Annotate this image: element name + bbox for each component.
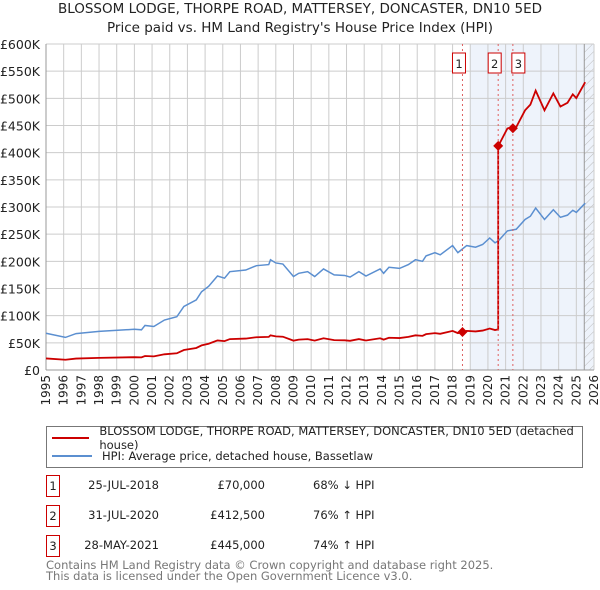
y-tick-label: £400K: [0, 146, 41, 161]
sale-hpi-diff: 76% ↑ HPI: [313, 508, 375, 522]
x-tick-label: 2015: [393, 375, 407, 406]
x-tick-label: 2002: [163, 375, 177, 406]
y-tick-label: £500K: [0, 91, 41, 106]
x-tick-label: 2000: [127, 375, 141, 406]
x-tick-label: 1996: [57, 375, 71, 406]
x-tick-label: 1997: [74, 375, 88, 406]
legend-label: HPI: Average price, detached house, Bass…: [102, 449, 374, 463]
x-tick-label: 2019: [463, 375, 477, 406]
x-tick-label: 2012: [340, 375, 354, 406]
x-tick-label: 2021: [499, 375, 513, 406]
legend-label: BLOSSOM LODGE, THORPE ROAD, MATTERSEY, D…: [99, 424, 574, 452]
x-tick-label: 2014: [375, 375, 389, 406]
sale-label-box: [487, 52, 502, 74]
legend-swatch-red: [52, 437, 90, 439]
x-tick-label: 2016: [410, 375, 424, 406]
sale-date: 25-JUL-2018: [88, 478, 159, 492]
sale-hpi-diff: 74% ↑ HPI: [313, 538, 375, 552]
sale-date: 31-JUL-2020: [88, 508, 159, 522]
y-tick-label: £250K: [0, 227, 41, 242]
sale-point: [507, 123, 518, 134]
plot-area: 1995 1996 1997 1998 1999 2000 2001 2002 2003 2004…: [0, 37, 600, 406]
y-tick-label: £600K: [0, 37, 41, 52]
y-tick-label: £350K: [0, 173, 41, 188]
sale-badge: 3: [46, 535, 60, 557]
x-tick-label: 2025: [569, 375, 583, 406]
sale-label: 1: [455, 57, 462, 71]
x-tick-label: 2017: [428, 375, 442, 406]
y-tick-label: £50K: [8, 336, 41, 351]
sale-label-box: [511, 52, 526, 74]
sale-label-box: [451, 52, 466, 74]
footer-copyright: Contains HM Land Registry data © Crown c…: [46, 558, 494, 572]
sale-row: 3 28-MAY-2021 £445,000 74% ↑ HPI: [0, 535, 600, 558]
x-tick-label: 2003: [180, 375, 194, 406]
x-tick-label: 2020: [481, 375, 495, 406]
sale-row: 1 25-JUL-2018 £70,000 68% ↓ HPI: [0, 475, 600, 498]
x-tick-label: 2026: [587, 375, 600, 406]
sale-price: £412,500: [210, 508, 265, 522]
x-tick-label: 2005: [216, 375, 230, 406]
x-tick-label: 2022: [516, 375, 530, 406]
legend-item-property: BLOSSOM LODGE, THORPE ROAD, MATTERSEY, D…: [52, 424, 582, 452]
x-tick-label: 2006: [233, 375, 247, 406]
y-tick-label: £150K: [0, 282, 41, 297]
sale-date: 28-MAY-2021: [84, 538, 159, 552]
sale-point: [493, 140, 504, 151]
x-tick-label: 1998: [92, 375, 106, 406]
sale-price: £445,000: [210, 538, 265, 552]
x-tick-label: 2010: [304, 375, 318, 406]
x-tick-label: 2018: [446, 375, 460, 406]
sale-label: 3: [515, 57, 522, 71]
x-tick-label: 2013: [357, 375, 371, 406]
chart-subtitle: Price paid vs. HM Land Registry's House …: [107, 20, 493, 36]
y-tick-label: £550K: [0, 64, 41, 79]
x-tick-label: 2007: [251, 375, 265, 406]
y-tick-label: £0: [24, 363, 40, 378]
y-tick-label: £200K: [0, 254, 41, 269]
sale-row: 2 31-JUL-2020 £412,500 76% ↑ HPI: [0, 505, 600, 528]
x-tick-label: 2004: [198, 375, 212, 406]
x-tick-label: 2023: [534, 375, 548, 406]
x-tick-label: 2024: [552, 375, 566, 406]
sale-hpi-diff: 68% ↓ HPI: [313, 478, 375, 492]
legend: BLOSSOM LODGE, THORPE ROAD, MATTERSEY, D…: [46, 424, 583, 468]
sale-price: £70,000: [217, 478, 265, 492]
legend-item-hpi: HPI: Average price, detached house, Bass…: [52, 448, 373, 464]
x-tick-label: 1999: [110, 375, 124, 406]
sale-point: [457, 326, 468, 337]
footer: Contains HM Land Registry data © Crown c…: [46, 558, 494, 583]
x-tick-label: 2001: [145, 375, 159, 406]
sale-badge: 1: [46, 475, 60, 497]
footer-licence: This data is licensed under the Open Gov…: [46, 569, 413, 583]
x-tick-label: 2009: [286, 375, 300, 406]
legend-swatch-blue: [52, 455, 92, 457]
x-tick-label: 1995: [39, 375, 53, 406]
sale-label: 2: [491, 57, 498, 71]
x-tick-label: 2008: [269, 375, 283, 406]
y-tick-label: £450K: [0, 119, 41, 134]
x-tick-label: 2011: [322, 375, 336, 406]
sale-badge: 2: [46, 505, 60, 527]
chart-title: BLOSSOM LODGE, THORPE ROAD, MATTERSEY, D…: [57, 1, 543, 17]
y-tick-label: £300K: [0, 200, 41, 215]
y-tick-label: £100K: [0, 309, 41, 324]
